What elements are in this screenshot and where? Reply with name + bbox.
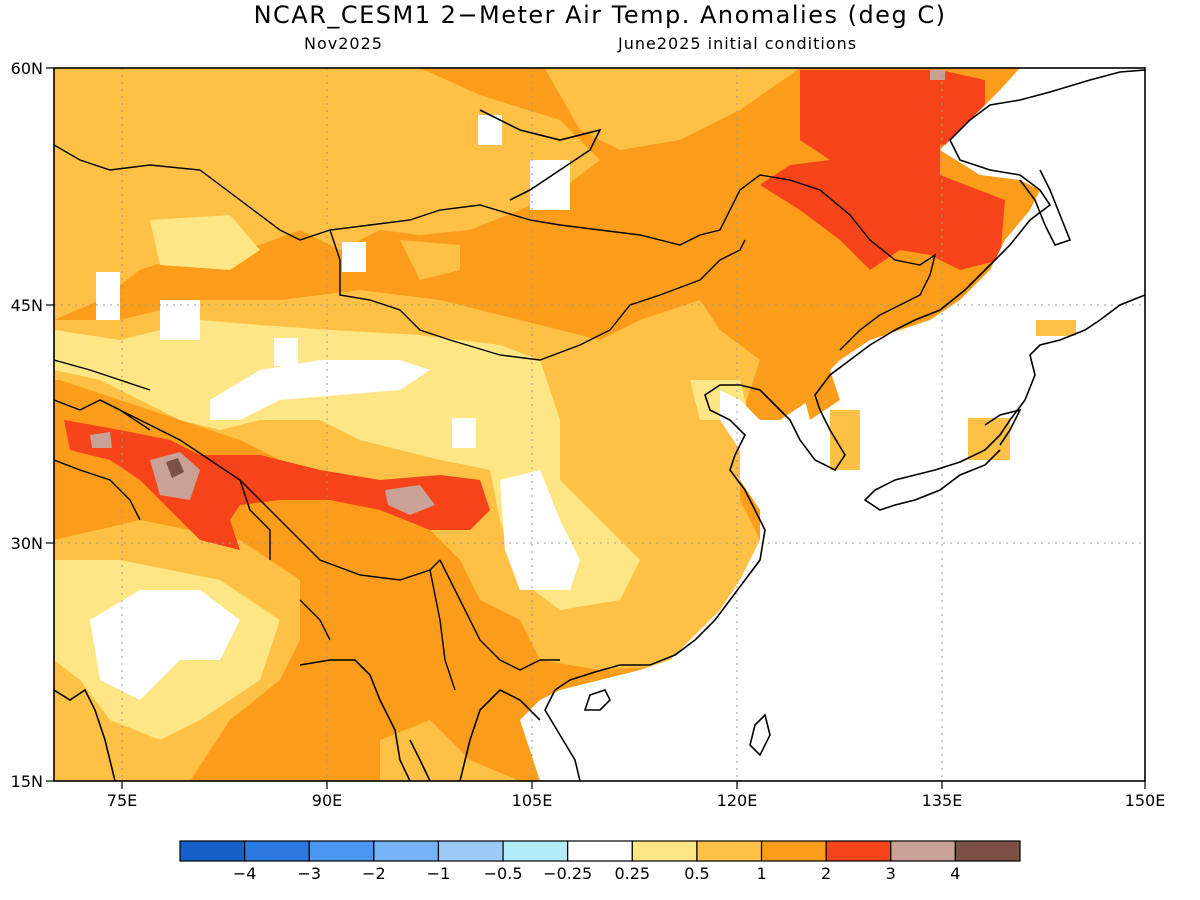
colorbar-label: −2 — [362, 864, 386, 883]
lon-label-135e: 135E — [922, 791, 963, 810]
init-conditions-label: June2025 initial conditions — [618, 34, 858, 53]
lon-label-90e: 90E — [312, 791, 342, 810]
colorbar-swatch — [760, 840, 827, 862]
colorbar-label: −0.5 — [484, 864, 523, 883]
colorbar-label: −3 — [297, 864, 321, 883]
colorbar-label: 4 — [950, 864, 960, 883]
colorbar-label: −0.25 — [543, 864, 592, 883]
colorbar-label: −1 — [427, 864, 451, 883]
lon-label-75e: 75E — [107, 791, 137, 810]
colorbar: −4 −3 −2 −1 −0.5 −0.25 0.25 0.5 1 2 3 4 — [179, 840, 1021, 883]
colorbar-swatch — [179, 840, 246, 862]
colorbar-label: 0.5 — [684, 864, 709, 883]
valid-month-label: Nov2025 — [304, 34, 383, 53]
lat-label-60n: 60N — [11, 59, 43, 78]
colorbar-swatch — [308, 840, 375, 862]
colorbar-swatch — [696, 840, 763, 862]
axis-ticks — [46, 67, 1146, 789]
colorbar-swatch — [890, 840, 956, 862]
colorbar-label: 0.25 — [614, 864, 650, 883]
lon-label-150e: 150E — [1125, 791, 1166, 810]
map-title: NCAR_CESM1 2−Meter Air Temp. Anomalies (… — [253, 1, 947, 29]
lon-label-120e: 120E — [717, 791, 758, 810]
colorbar-swatch — [631, 840, 698, 862]
lon-label-105e: 105E — [512, 791, 553, 810]
colorbar-label: −4 — [233, 864, 257, 883]
colorbar-label: 2 — [821, 864, 831, 883]
colorbar-swatch — [373, 840, 440, 862]
colorbar-label: 1 — [756, 864, 766, 883]
lat-label-45n: 45N — [11, 296, 43, 315]
coastlines — [54, 69, 1145, 781]
map-frame — [53, 67, 1146, 782]
colorbar-label: 3 — [886, 864, 896, 883]
colorbar-swatch — [437, 840, 504, 862]
lat-label-30n: 30N — [11, 534, 43, 553]
colorbar-swatch — [954, 840, 1021, 862]
lat-label-15n: 15N — [11, 772, 43, 791]
anomaly-shading — [54, 68, 1145, 781]
colorbar-swatch — [502, 840, 569, 862]
colorbar-swatch — [825, 840, 892, 862]
colorbar-swatch — [567, 840, 633, 862]
colorbar-swatch — [244, 840, 310, 862]
country-borders — [54, 144, 937, 691]
